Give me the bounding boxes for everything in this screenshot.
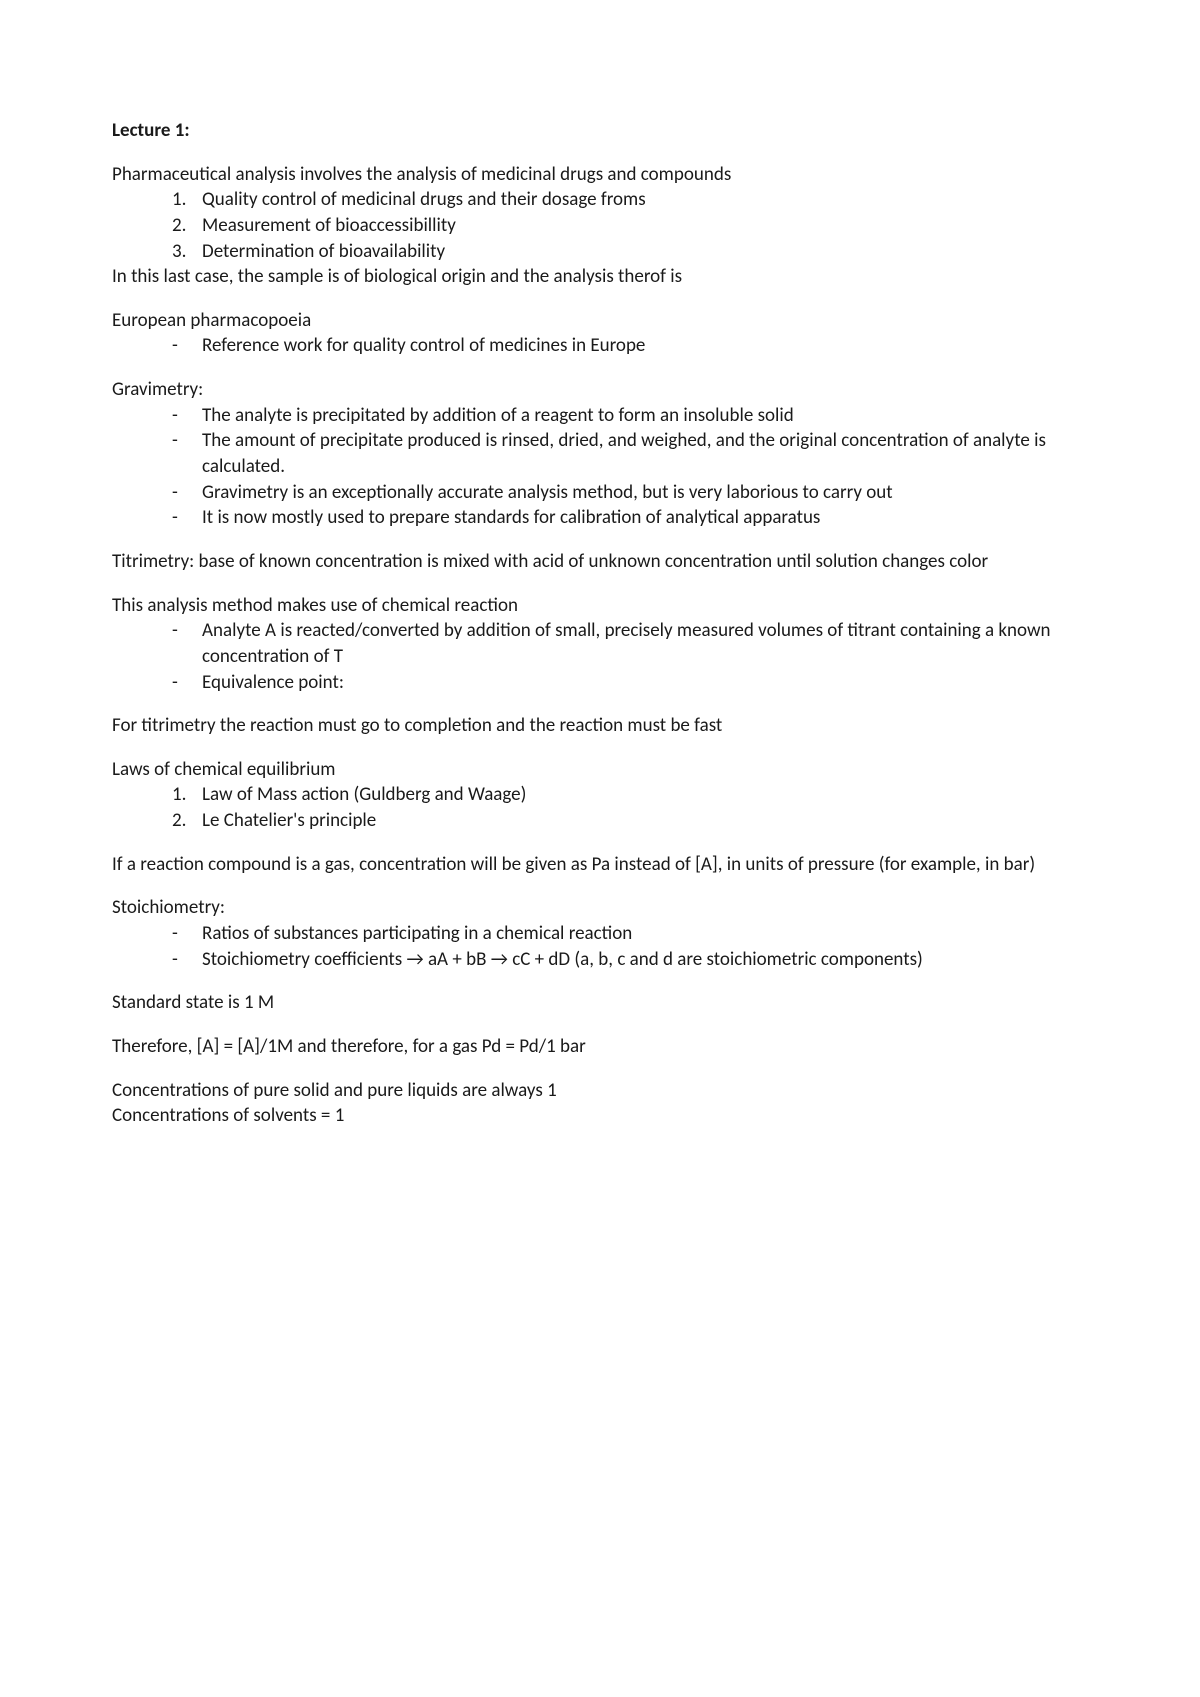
laws-header: Laws of chemical equilibrium [112, 757, 1088, 783]
therefore-line: Therefore, [A] = [A]/1M and therefore, f… [112, 1034, 1088, 1060]
list-item: Le Chatelier's principle [172, 808, 1088, 834]
euro-list: Reference work for quality control of me… [112, 333, 1088, 359]
list-item: Quality control of medicinal drugs and t… [172, 187, 1088, 213]
laws-list: Law of Mass action (Guldberg and Waage) … [112, 782, 1088, 833]
list-item: The analyte is precipitated by addition … [172, 403, 1088, 429]
standard-state: Standard state is 1 M [112, 990, 1088, 1016]
euro-header: European pharmacopoeia [112, 308, 1088, 334]
list-item: Equivalence point: [172, 670, 1088, 696]
list-item: Determination of bioavailability [172, 239, 1088, 265]
titrimetry-definition: Titrimetry: base of known concentration … [112, 549, 1088, 575]
list-item: Stoichiometry coefficients → aA + bB → c… [172, 947, 1088, 973]
gravimetry-header: Gravimetry: [112, 377, 1088, 403]
intro-text: Pharmaceutical analysis involves the ana… [112, 162, 1088, 188]
gas-note: If a reaction compound is a gas, concent… [112, 852, 1088, 878]
lecture-title: Lecture 1: [112, 118, 1088, 144]
list-item: Measurement of bioaccessibillity [172, 213, 1088, 239]
concentration-line-2: Concentrations of solvents = 1 [112, 1103, 1088, 1129]
list-item: The amount of precipitate produced is ri… [172, 428, 1088, 479]
titrimetry-requirement: For titrimetry the reaction must go to c… [112, 713, 1088, 739]
method-header: This analysis method makes use of chemic… [112, 593, 1088, 619]
list-item: Reference work for quality control of me… [172, 333, 1088, 359]
list-item: Law of Mass action (Guldberg and Waage) [172, 782, 1088, 808]
method-list: Analyte A is reacted/converted by additi… [112, 618, 1088, 695]
list-item: Ratios of substances participating in a … [172, 921, 1088, 947]
list-item: Analyte A is reacted/converted by additi… [172, 618, 1088, 669]
gravimetry-list: The analyte is precipitated by addition … [112, 403, 1088, 531]
stoich-list: Ratios of substances participating in a … [112, 921, 1088, 972]
stoich-header: Stoichiometry: [112, 895, 1088, 921]
intro-list: Quality control of medicinal drugs and t… [112, 187, 1088, 264]
list-item: Gravimetry is an exceptionally accurate … [172, 480, 1088, 506]
concentration-line-1: Concentrations of pure solid and pure li… [112, 1078, 1088, 1104]
intro-tail: In this last case, the sample is of biol… [112, 264, 1088, 290]
list-item: It is now mostly used to prepare standar… [172, 505, 1088, 531]
